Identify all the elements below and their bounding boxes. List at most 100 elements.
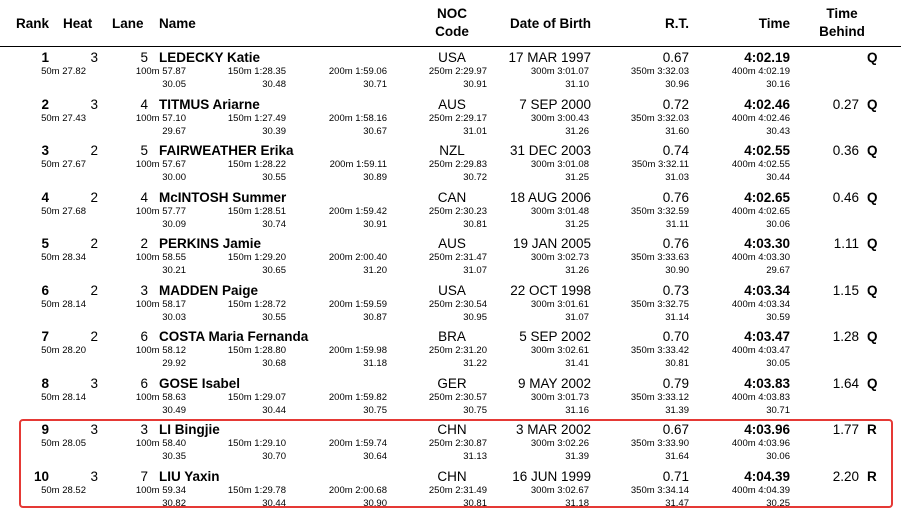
qualification-mark: Q xyxy=(867,236,878,251)
final-time: 4:03.96 xyxy=(744,422,790,437)
col-rank-header: Rank xyxy=(16,16,50,31)
noc-code: BRA xyxy=(438,329,466,344)
split-difference: 31.26 xyxy=(565,125,589,137)
qualification-mark: Q xyxy=(867,50,878,65)
time-behind: 1.77 xyxy=(832,422,859,437)
lane-cell: 3 xyxy=(140,282,148,298)
split-difference: 31.18 xyxy=(565,497,589,509)
reaction-time: 0.70 xyxy=(662,329,689,344)
athlete-name: MADDEN Paige xyxy=(159,282,259,298)
split-time: 250m 2:29.17 xyxy=(428,112,487,124)
split-time: 350m 3:33.12 xyxy=(630,391,689,403)
rank-cell: 5 xyxy=(41,236,49,251)
split-time: 200m 1:59.42 xyxy=(328,205,387,217)
lane-cell: 6 xyxy=(140,329,148,344)
rank-cell: 6 xyxy=(41,282,49,298)
reaction-time: 0.73 xyxy=(662,282,689,298)
table-row: 10 3 7 LIU Yaxin CHN 16 JUN 1999 0.71 4:04.39 2.… xyxy=(0,466,901,513)
split-time: 200m 2:00.68 xyxy=(328,484,387,496)
split-time: 250m 2:29.97 xyxy=(428,66,487,77)
noc-code: AUS xyxy=(438,96,466,112)
heat-cell: 3 xyxy=(90,96,98,112)
split-time: 350m 3:32.03 xyxy=(630,112,689,124)
split-difference: 29.92 xyxy=(162,358,186,369)
split-time: 300m 3:02.61 xyxy=(530,345,589,356)
split-time: 250m 2:30.54 xyxy=(428,298,487,310)
split-difference: 30.81 xyxy=(463,218,487,230)
final-time: 4:03.83 xyxy=(744,375,790,391)
split-time: 400m 4:02.46 xyxy=(731,112,790,124)
split-time: 150m 1:28.35 xyxy=(227,66,286,77)
split-time: 400m 4:02.19 xyxy=(731,66,790,77)
split-difference: 30.70 xyxy=(262,451,286,462)
qualification-mark: Q xyxy=(867,96,878,112)
split-time: 50m 28.52 xyxy=(41,484,86,496)
split-time: 350m 3:32.75 xyxy=(630,298,689,310)
split-time: 50m 28.20 xyxy=(41,345,86,356)
noc-code: CAN xyxy=(437,189,467,205)
split-difference: 30.48 xyxy=(262,79,286,90)
split-time: 250m 2:30.57 xyxy=(428,391,487,403)
reaction-time: 0.79 xyxy=(662,375,689,391)
athlete-name: TITMUS Ariarne xyxy=(159,96,260,112)
split-time: 200m 2:00.40 xyxy=(328,252,387,263)
split-time: 150m 1:28.72 xyxy=(227,298,286,310)
split-difference: 30.81 xyxy=(665,358,689,369)
split-difference: 31.39 xyxy=(565,451,589,462)
athlete-name: LI Bingjie xyxy=(159,422,220,437)
split-time: 50m 28.14 xyxy=(41,298,86,310)
reaction-time: 0.71 xyxy=(662,468,689,484)
split-difference: 31.16 xyxy=(565,404,589,416)
split-time: 150m 1:29.20 xyxy=(227,252,286,263)
split-time: 50m 27.43 xyxy=(41,112,86,124)
final-time: 4:02.65 xyxy=(744,189,790,205)
rank-cell: 4 xyxy=(41,189,49,205)
reaction-time: 0.67 xyxy=(662,50,689,65)
lane-cell: 3 xyxy=(140,422,148,437)
split-difference: 31.03 xyxy=(665,172,689,183)
lane-cell: 4 xyxy=(140,96,148,112)
split-difference: 30.64 xyxy=(363,451,387,462)
date-of-birth: 9 MAY 2002 xyxy=(517,375,591,391)
split-difference: 30.06 xyxy=(766,451,790,462)
split-time: 200m 1:59.06 xyxy=(328,66,387,77)
noc-code: CHN xyxy=(437,422,467,437)
split-time: 300m 3:01.07 xyxy=(530,66,589,77)
col-heat-header: Heat xyxy=(63,16,93,31)
qualification-mark: R xyxy=(867,422,877,437)
split-difference: 30.00 xyxy=(162,172,186,183)
athlete-name: McINTOSH Summer xyxy=(159,189,287,205)
split-time: 150m 1:28.80 xyxy=(227,345,286,356)
time-behind: 1.28 xyxy=(832,329,859,344)
split-time: 200m 1:59.11 xyxy=(329,159,387,170)
split-difference: 31.64 xyxy=(665,451,689,462)
athlete-name: PERKINS Jamie xyxy=(159,236,262,251)
date-of-birth: 3 MAR 2002 xyxy=(515,422,591,437)
split-difference: 31.41 xyxy=(565,358,589,369)
lane-cell: 5 xyxy=(140,50,148,65)
heat-cell: 3 xyxy=(90,422,98,437)
split-difference: 30.91 xyxy=(463,79,487,90)
rank-cell: 1 xyxy=(41,50,49,65)
athlete-name: COSTA Maria Fernanda xyxy=(159,329,309,344)
split-time: 250m 2:31.47 xyxy=(428,252,487,263)
split-time: 300m 3:02.26 xyxy=(530,438,589,449)
split-difference: 30.90 xyxy=(665,265,689,276)
split-difference: 30.49 xyxy=(162,404,186,416)
split-time: 200m 1:59.98 xyxy=(328,345,387,356)
split-time: 250m 2:29.83 xyxy=(428,159,487,170)
split-difference: 30.35 xyxy=(162,451,186,462)
heat-cell: 2 xyxy=(90,282,98,298)
date-of-birth: 19 JAN 2005 xyxy=(512,236,591,251)
results-table-header: Rank Heat Lane Name NOC Code Date of Bir… xyxy=(0,0,901,47)
split-time: 100m 58.40 xyxy=(135,438,186,449)
split-difference: 30.44 xyxy=(262,404,286,416)
split-time: 50m 27.68 xyxy=(41,205,86,217)
split-difference: 30.67 xyxy=(363,125,387,137)
split-difference: 31.07 xyxy=(565,311,589,323)
split-difference: 31.10 xyxy=(565,79,589,90)
split-time: 150m 1:27.49 xyxy=(227,112,286,124)
noc-code: USA xyxy=(438,50,466,65)
split-time: 150m 1:29.07 xyxy=(227,391,286,403)
split-time: 150m 1:29.78 xyxy=(227,484,286,496)
